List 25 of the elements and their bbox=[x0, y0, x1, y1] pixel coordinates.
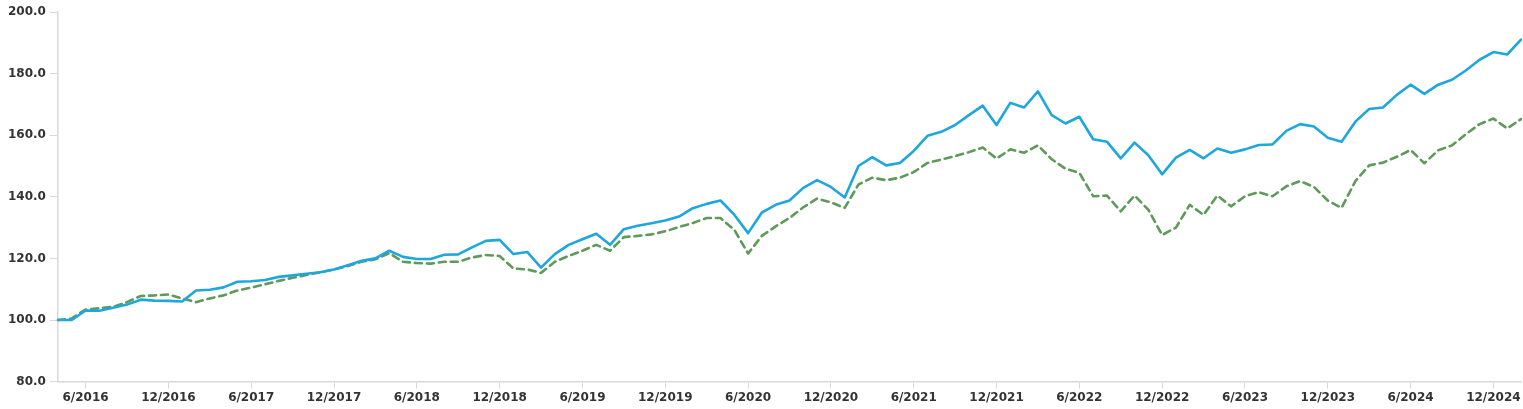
x-tick-label: 12/2018 bbox=[472, 389, 527, 404]
y-tick-label: 200.0 bbox=[7, 4, 46, 19]
x-tick-label: 6/2018 bbox=[393, 389, 440, 404]
y-tick-label: 140.0 bbox=[7, 188, 46, 203]
y-tick-label: 120.0 bbox=[7, 250, 46, 265]
x-tick-label: 6/2021 bbox=[890, 389, 937, 404]
x-tick-label: 12/2024 bbox=[1466, 389, 1521, 404]
x-tick-label: 6/2016 bbox=[62, 389, 109, 404]
x-tick-label: 6/2019 bbox=[559, 389, 606, 404]
x-tick-label: 12/2017 bbox=[306, 389, 362, 404]
y-tick-label: 80.0 bbox=[16, 373, 46, 388]
x-tick-label: 6/2023 bbox=[1221, 389, 1269, 404]
x-tick-label: 12/2020 bbox=[803, 389, 859, 404]
y-tick-label: 180.0 bbox=[7, 65, 46, 80]
y-tick-label: 160.0 bbox=[7, 127, 46, 142]
x-tick-label: 12/2023 bbox=[1300, 389, 1356, 404]
x-tick-label: 12/2021 bbox=[969, 389, 1024, 404]
x-tick-label: 12/2022 bbox=[1134, 389, 1190, 404]
x-tick-label: 12/2019 bbox=[638, 389, 693, 404]
x-tick-label: 6/2022 bbox=[1056, 389, 1103, 404]
x-tick-label: 6/2020 bbox=[725, 389, 772, 404]
y-tick-label: 100.0 bbox=[7, 312, 46, 327]
x-tick-label: 6/2024 bbox=[1387, 389, 1434, 404]
x-tick-label: 12/2016 bbox=[141, 389, 196, 404]
x-tick-label: 6/2017 bbox=[228, 389, 275, 404]
